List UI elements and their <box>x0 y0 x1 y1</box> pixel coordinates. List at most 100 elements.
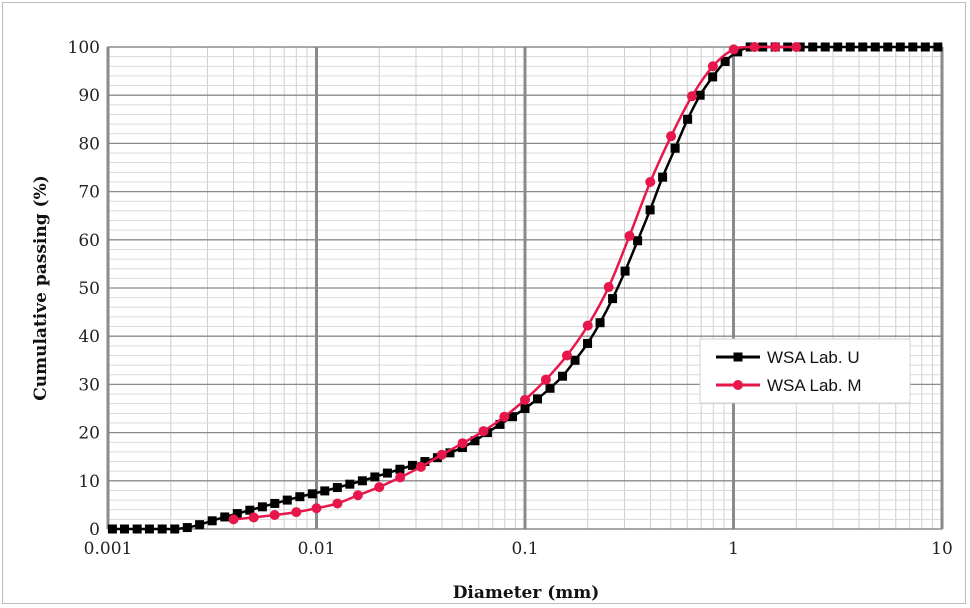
x-axis-title: Diameter (mm) <box>453 583 600 603</box>
data-point <box>270 498 280 508</box>
series-line <box>233 45 797 521</box>
data-point <box>415 461 426 472</box>
x-tick-label: 1 <box>728 539 739 559</box>
data-point <box>533 394 543 404</box>
data-point <box>645 205 655 215</box>
tick-labels: 0 10 20 30 40 50 60 70 80 90 100 0.001 0.01 0.1 1 10 <box>68 38 953 559</box>
data-point <box>132 524 142 534</box>
x-tick-label: 0.001 <box>84 539 133 559</box>
data-point <box>749 42 760 52</box>
data-point <box>620 266 630 276</box>
data-point <box>883 42 893 52</box>
data-point <box>245 505 255 515</box>
data-point <box>457 438 468 449</box>
data-point <box>269 510 280 521</box>
y-tick-label: 100 <box>68 38 100 58</box>
data-point <box>561 350 572 361</box>
data-point <box>370 472 380 482</box>
data-point <box>282 495 292 505</box>
data-point <box>320 486 330 496</box>
data-point <box>658 172 668 182</box>
data-point <box>540 374 551 385</box>
data-point <box>352 490 363 501</box>
data-point <box>228 514 239 525</box>
data-point <box>683 114 693 124</box>
data-point <box>220 512 230 522</box>
data-point <box>395 464 405 474</box>
legend: WSA Lab. U WSA Lab. M <box>699 338 911 404</box>
data-point <box>248 512 259 523</box>
data-point <box>195 520 205 530</box>
y-tick-label: 50 <box>78 279 100 299</box>
data-point <box>695 90 705 100</box>
data-point <box>107 524 117 534</box>
data-point <box>670 143 680 153</box>
data-point <box>470 436 480 446</box>
data-point <box>445 448 455 458</box>
data-point <box>120 524 130 534</box>
data-point <box>624 230 635 241</box>
data-point <box>558 371 568 381</box>
data-point <box>770 42 781 52</box>
y-tick-label: 20 <box>78 424 100 444</box>
data-point <box>920 42 930 52</box>
data-point <box>520 394 530 405</box>
y-tick-label: 30 <box>78 375 100 395</box>
data-point <box>407 460 417 470</box>
y-tick-label: 10 <box>78 472 100 492</box>
y-tick-label: 80 <box>78 134 100 154</box>
y-tick-label: 90 <box>78 86 100 106</box>
data-point <box>645 176 656 187</box>
data-point <box>307 489 317 499</box>
data-point <box>144 524 154 534</box>
data-point <box>833 42 843 52</box>
data-point <box>257 502 267 512</box>
data-point <box>808 42 818 52</box>
data-point <box>845 42 855 52</box>
data-point <box>820 42 830 52</box>
data-point <box>420 457 430 467</box>
data-point <box>908 42 918 52</box>
data-point <box>707 61 718 72</box>
legend-box <box>699 338 911 404</box>
data-point <box>858 42 868 52</box>
data-point <box>182 523 192 533</box>
data-point <box>495 419 505 429</box>
data-point <box>295 492 305 502</box>
data-point <box>603 282 614 293</box>
data-point <box>933 42 943 52</box>
data-point <box>507 412 517 422</box>
data-point <box>170 524 180 534</box>
y-tick-label: 60 <box>78 231 100 251</box>
y-axis-title: Cumulative passing (%) <box>31 175 51 401</box>
data-point <box>791 42 802 52</box>
data-point <box>345 479 355 489</box>
y-tick-label: 70 <box>78 183 100 203</box>
legend-marker-series-m <box>733 380 743 390</box>
data-point <box>570 355 580 365</box>
data-point <box>720 56 730 66</box>
data-point <box>357 476 367 486</box>
data-point <box>332 483 342 493</box>
plot-area-border <box>107 46 943 530</box>
data-point <box>708 72 718 82</box>
data-point <box>232 509 242 519</box>
legend-marker-series-u <box>733 352 743 362</box>
data-point <box>583 338 593 348</box>
data-point <box>374 482 385 493</box>
data-point <box>395 472 406 483</box>
data-point <box>870 42 880 52</box>
data-point <box>633 236 643 246</box>
y-tick-label: 0 <box>89 520 100 540</box>
data-point <box>291 507 302 518</box>
data-point <box>582 320 593 331</box>
data-point <box>382 468 392 478</box>
data-point <box>157 524 167 534</box>
data-point <box>895 42 905 52</box>
data-point <box>207 516 217 526</box>
data-point <box>332 498 343 509</box>
legend-label-series-u: WSA Lab. U <box>767 348 860 367</box>
series-2 <box>228 42 802 525</box>
